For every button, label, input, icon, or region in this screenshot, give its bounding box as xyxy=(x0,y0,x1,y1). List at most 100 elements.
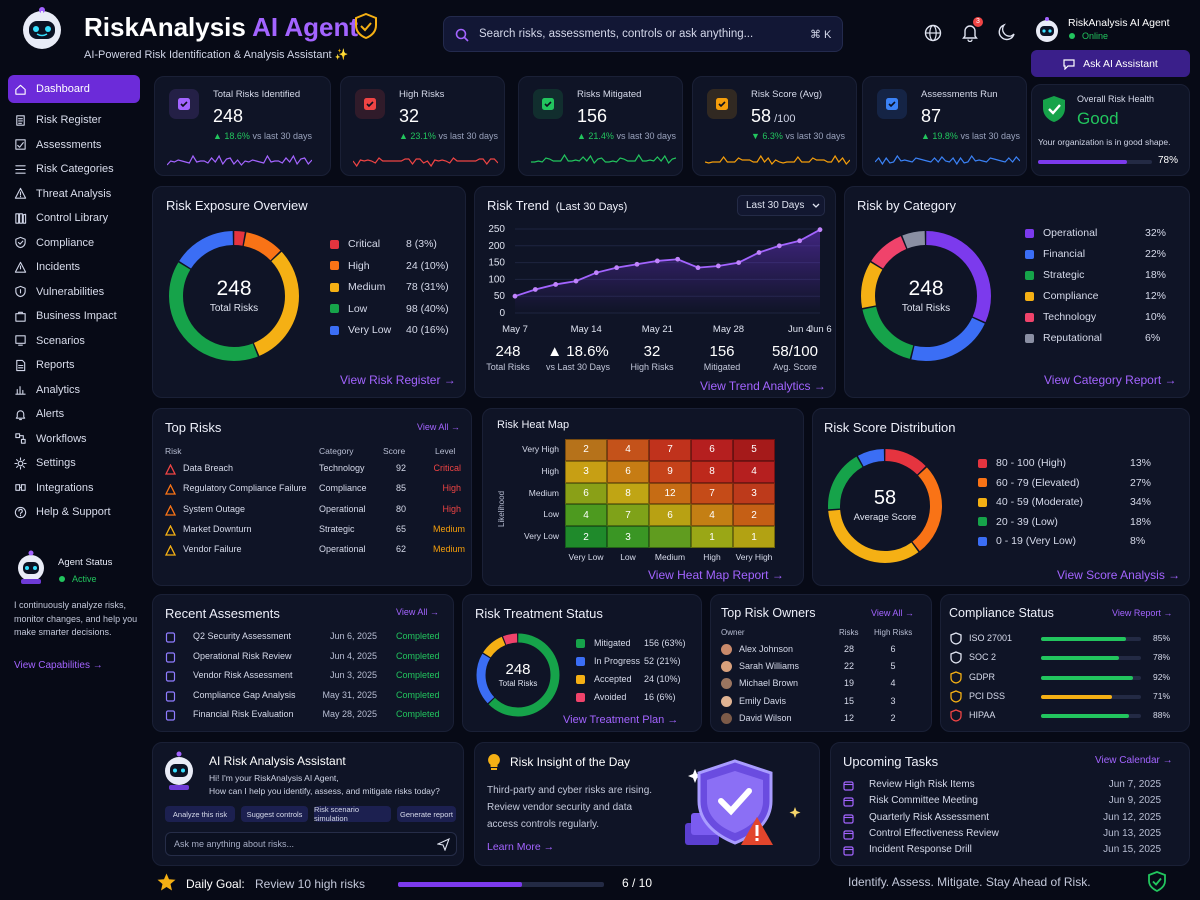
assessment-name[interactable]: Financial Risk Evaluation xyxy=(193,709,294,719)
heatmap-cell[interactable]: 3 xyxy=(607,526,649,548)
heatmap-cell[interactable]: 7 xyxy=(691,482,733,505)
heatmap-cell[interactable]: 6 xyxy=(565,482,607,505)
sidebar-item-analytics[interactable]: Analytics xyxy=(8,379,140,401)
risk-name[interactable]: Regulatory Compliance Failure xyxy=(183,483,307,494)
sidebar-item-control-library[interactable]: Control Library xyxy=(8,207,140,229)
heatmap-cell[interactable] xyxy=(649,526,691,548)
bell-icon[interactable] xyxy=(961,23,979,45)
sidebar-item-help-support[interactable]: Help & Support xyxy=(8,501,140,523)
legend-value: 12% xyxy=(1145,290,1167,302)
view-trend-analytics-link[interactable]: View Trend Analytics → xyxy=(700,379,826,393)
compliance-view-report[interactable]: View Report → xyxy=(1112,608,1173,618)
risk-name[interactable]: Vendor Failure xyxy=(183,544,242,555)
sidebar-item-integrations[interactable]: Integrations xyxy=(8,477,140,499)
assistant-chip[interactable]: Suggest controls xyxy=(241,806,308,822)
heatmap-cell[interactable]: 8 xyxy=(691,460,733,483)
compliance-bar xyxy=(1041,694,1141,699)
owner-risks: 12 xyxy=(843,712,854,723)
heatmap-cell[interactable]: 4 xyxy=(733,460,775,483)
view-heatmap-link[interactable]: View Heat Map Report → xyxy=(648,568,784,582)
agent-status-title: Agent Status xyxy=(58,557,113,568)
heatmap-cell[interactable]: 2 xyxy=(733,504,775,527)
trend-period-dropdown[interactable]: Last 30 Days xyxy=(737,195,825,216)
legend-swatch xyxy=(978,458,987,468)
sidebar-item-reports[interactable]: Reports xyxy=(8,354,140,376)
calendar-icon xyxy=(843,781,854,791)
view-category-report-link[interactable]: View Category Report → xyxy=(1044,373,1177,387)
sidebar-item-vulnerabilities[interactable]: Vulnerabilities xyxy=(8,281,140,303)
risk-name[interactable]: Data Breach xyxy=(183,463,234,473)
owner-name[interactable]: Sarah Williams xyxy=(739,661,800,672)
sidebar-item-scenarios[interactable]: Scenarios xyxy=(8,330,140,352)
sidebar-item-settings[interactable]: Settings xyxy=(8,452,140,474)
view-risk-register-link[interactable]: View Risk Register → xyxy=(340,373,456,387)
sidebar-item-threat-analysis[interactable]: Threat Analysis xyxy=(8,183,140,205)
heatmap-cell[interactable]: 6 xyxy=(691,439,733,461)
user-avatar[interactable] xyxy=(1033,16,1061,44)
heatmap-cell[interactable]: 3 xyxy=(565,460,607,483)
assessment-name[interactable]: Q2 Security Assessment xyxy=(193,631,292,641)
heatmap-cell[interactable]: 2 xyxy=(565,526,607,548)
heatmap-cell[interactable]: 6 xyxy=(607,460,649,483)
owner-name[interactable]: Michael Brown xyxy=(739,678,799,689)
sidebar-item-incidents[interactable]: Incidents xyxy=(8,256,140,278)
assistant-chip[interactable]: Analyze this risk xyxy=(165,806,235,822)
assistant-input[interactable]: Ask me anything about risks... xyxy=(165,832,457,856)
sidebar-item-business-impact[interactable]: Business Impact xyxy=(8,305,140,327)
heatmap-cell[interactable]: 4 xyxy=(565,504,607,527)
assessment-name[interactable]: Compliance Gap Analysis xyxy=(193,689,296,700)
sidebar-item-workflows[interactable]: Workflows xyxy=(8,428,140,450)
view-score-analysis-link[interactable]: View Score Analysis → xyxy=(1057,568,1181,582)
sidebar-item-alerts[interactable]: Alerts xyxy=(8,403,140,425)
task-name[interactable]: Incident Response Drill xyxy=(869,844,972,856)
moon-icon[interactable] xyxy=(998,23,1016,44)
heatmap-cell[interactable]: 5 xyxy=(733,439,775,461)
heatmap-cell[interactable]: 1 xyxy=(733,526,775,548)
sidebar-item-risk-register[interactable]: Risk Register xyxy=(8,109,140,131)
heatmap-cell[interactable]: 12 xyxy=(649,482,691,505)
learn-more-link[interactable]: Learn More → xyxy=(487,841,555,853)
risk-name[interactable]: System Outage xyxy=(183,503,246,514)
search-bar[interactable]: Search risks, assessments, controls or a… xyxy=(443,16,843,52)
task-name[interactable]: Review High Risk Items xyxy=(869,779,975,790)
heatmap-cell[interactable]: 1 xyxy=(691,526,733,548)
sidebar-item-assessments[interactable]: Assessments xyxy=(8,134,140,156)
heatmap-cell[interactable]: 2 xyxy=(565,439,607,461)
assistant-chip[interactable]: Risk scenario simulation xyxy=(314,805,391,823)
trend-point xyxy=(715,263,721,269)
task-name[interactable]: Control Effectiveness Review xyxy=(869,827,999,839)
heatmap-cell[interactable]: 3 xyxy=(733,482,775,505)
risk-name[interactable]: Market Downturn xyxy=(183,523,252,534)
owner-name[interactable]: Alex Johnson xyxy=(739,644,794,654)
heatmap-cell[interactable]: 7 xyxy=(649,439,691,461)
assessment-name[interactable]: Vendor Risk Assessment xyxy=(193,670,293,680)
owner-name[interactable]: David Wilson xyxy=(739,712,792,723)
view-capabilities-link[interactable]: View Capabilities → xyxy=(14,660,103,671)
assistant-chip[interactable]: Generate report xyxy=(397,806,456,822)
heatmap-cell[interactable]: 6 xyxy=(649,504,691,527)
heatmap-cell[interactable]: 4 xyxy=(691,504,733,527)
heatmap-cell[interactable]: 7 xyxy=(607,504,649,527)
view-treatment-plan-link[interactable]: View Treatment Plan → xyxy=(563,714,679,726)
warning-icon xyxy=(165,524,176,536)
sidebar-item-risk-categories[interactable]: Risk Categories xyxy=(8,158,140,180)
owner-name[interactable]: Emily Davis xyxy=(739,695,787,706)
task-name[interactable]: Risk Committee Meeting xyxy=(869,795,978,807)
task-name[interactable]: Quarterly Risk Assessment xyxy=(869,811,990,823)
globe-icon[interactable] xyxy=(924,24,942,45)
assessment-name[interactable]: Operational Risk Review xyxy=(193,650,292,661)
top-risks-view-all[interactable]: View All → xyxy=(417,422,460,432)
heatmap-cell[interactable]: 4 xyxy=(607,439,649,461)
legend-swatch xyxy=(1025,228,1034,238)
recent-view-all[interactable]: View All → xyxy=(396,607,439,617)
send-icon[interactable] xyxy=(437,838,450,851)
risk-health-card: Overall Risk Health Good Your organizati… xyxy=(1031,84,1190,176)
sidebar-item-dashboard[interactable]: Dashboard xyxy=(8,75,140,103)
search-input[interactable]: Search risks, assessments, controls or a… xyxy=(479,28,754,40)
sidebar-item-compliance[interactable]: Compliance xyxy=(8,232,140,254)
view-calendar-link[interactable]: View Calendar → xyxy=(1095,755,1173,766)
heatmap-cell[interactable]: 9 xyxy=(649,460,691,483)
ask-ai-button[interactable]: Ask AI Assistant xyxy=(1031,50,1190,77)
heatmap-cell[interactable]: 8 xyxy=(607,482,649,505)
owners-view-all[interactable]: View All → xyxy=(871,608,914,618)
